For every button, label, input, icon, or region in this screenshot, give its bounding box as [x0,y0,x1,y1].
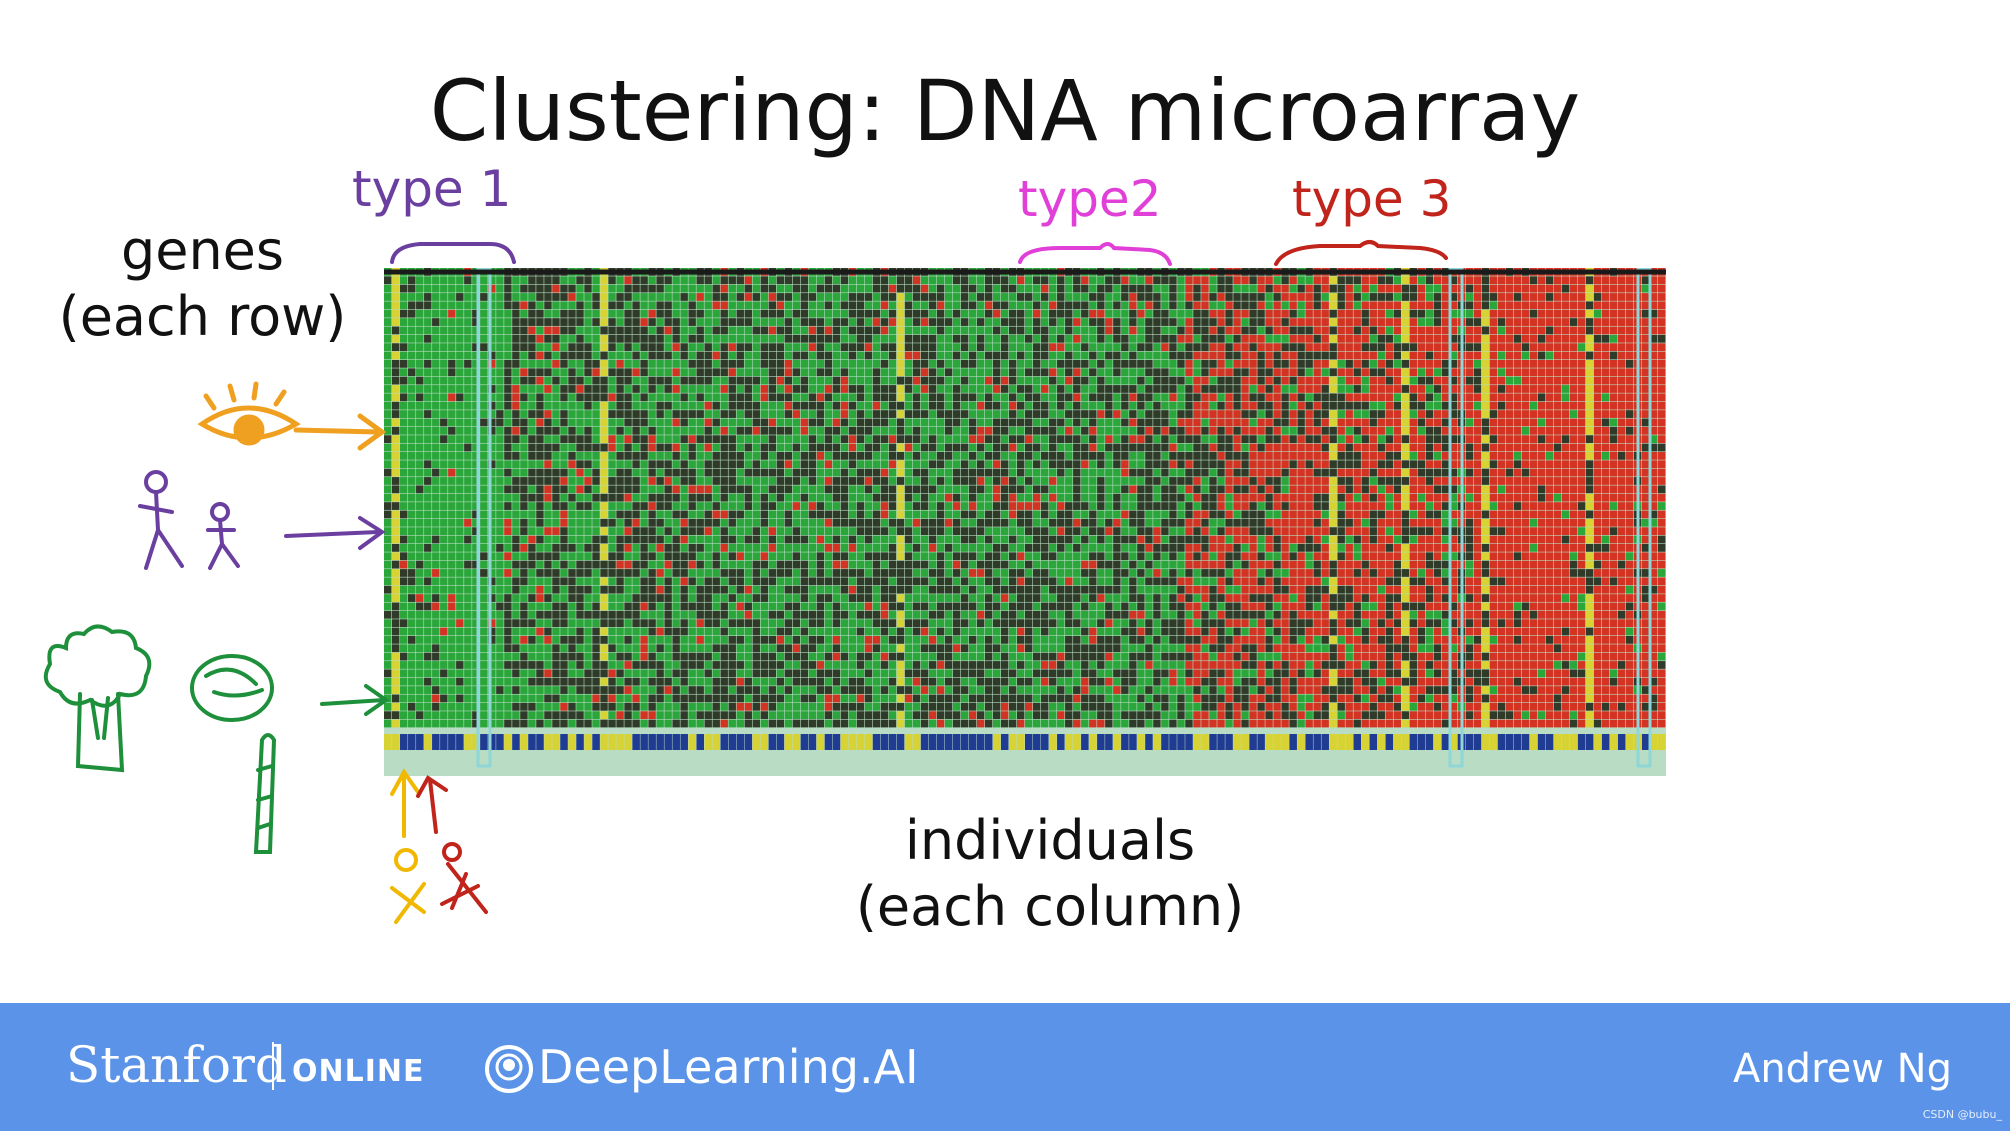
person-yellow-icon [390,768,426,924]
cabbage-icon [190,654,274,722]
deeplearning-logo-icon [485,1045,533,1093]
genes-label: genes (each row) [30,218,375,350]
footer-separator [272,1042,274,1090]
type2-bracket [1018,242,1172,266]
veg-arrow [320,684,390,716]
individuals-label-line1: individuals [904,809,1196,872]
genes-label-line2: (each row) [58,285,347,348]
type3-bracket [1274,240,1448,266]
watermark: CSDN @bubu_ [1922,1108,2002,1121]
broccoli-icon [43,624,152,773]
annotation-doodles [43,240,1666,924]
asparagus-icon [253,733,277,854]
slide-title: Clustering: DNA microarray [429,62,1581,160]
type1-annotation: type 1 [352,160,512,218]
microarray-heatmap [384,268,1666,776]
individuals-label-line2: (each column) [855,875,1245,938]
heatmap-svg [384,268,1666,776]
type3-annotation: type 3 [1292,170,1452,228]
eye-icon [197,381,387,451]
stanford-logo-text: Stanford [66,1036,287,1094]
type1-bracket [390,242,516,264]
person-red-icon [416,775,488,914]
online-logo-text: ONLINE [292,1054,425,1089]
stick-figures-icon [138,470,386,570]
footer-bar [0,1003,2010,1131]
deeplearning-logo-text: DeepLearning.AI [538,1040,919,1094]
type2-annotation: type2 [1018,170,1162,228]
individuals-label: individuals (each column) [800,808,1300,940]
author-name: Andrew Ng [1732,1046,1952,1092]
genes-label-line1: genes [120,219,285,282]
